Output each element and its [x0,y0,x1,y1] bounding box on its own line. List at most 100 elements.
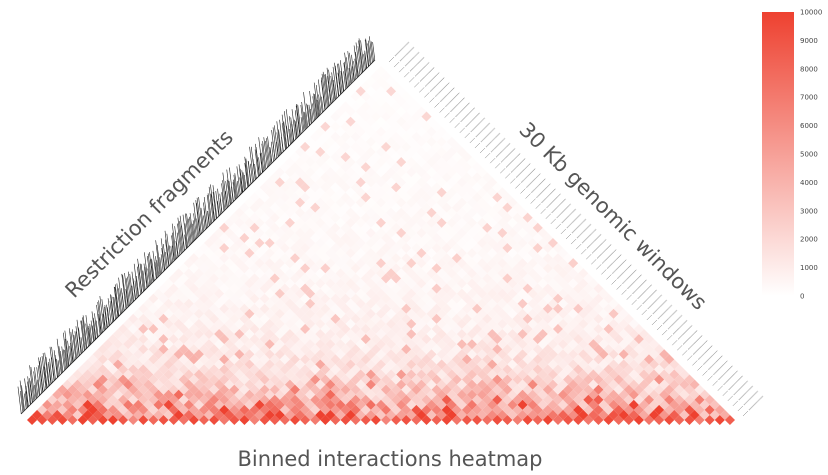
heatmap-cell [401,414,412,426]
heatmap-cell [365,258,376,269]
heatmap-cell [204,359,215,370]
heatmap-cell [315,126,326,137]
fragment-tick [245,158,250,186]
heatmap-cell [365,167,376,178]
heatmap-cell [466,197,478,208]
heatmap-cell [436,369,447,380]
fragment-tick [254,163,257,179]
window-tick-label-mark [556,203,572,219]
heatmap-cell [456,399,467,410]
heatmap-cell [563,384,574,395]
heatmap-cell [310,222,321,233]
heatmap-cell [482,202,493,213]
fragment-tick [238,164,243,193]
window-tick-label-mark [723,370,739,386]
heatmap-cell [279,374,290,385]
heatmap-cell [451,162,462,173]
heatmap-cell [355,86,366,97]
heatmap-cell [426,157,437,168]
heatmap-cell [269,222,280,233]
fragment-tick [334,65,340,97]
heatmap-cell [274,197,285,208]
heatmap-cell [335,248,346,259]
heatmap-cell [335,278,346,289]
heatmap-cell [502,354,513,365]
heatmap-cell [325,379,336,390]
heatmap-cell [289,162,301,173]
heatmap-cell [487,389,498,400]
heatmap-cell [563,283,574,294]
heatmap-cell [234,268,245,279]
heatmap-cell [436,389,447,400]
fragment-tick [372,42,376,61]
heatmap-cell [118,384,129,395]
heatmap-cell [411,162,422,173]
heatmap-cell [532,232,543,243]
fragment-tick [281,114,287,149]
heatmap-cell [563,263,574,274]
window-tick [424,92,430,98]
fragment-tick [37,379,40,396]
heatmap-cell [143,369,154,380]
heatmap-cell [279,414,290,426]
heatmap-cell [487,187,498,198]
heatmap-cell [269,253,280,264]
heatmap-cell [436,268,447,279]
fragment-tick [87,327,91,345]
fragment-tick [19,380,25,412]
heatmap-cell [583,384,594,395]
fragment-tick [40,357,45,391]
heatmap-cell [466,167,478,178]
fragment-tick [107,298,112,324]
heatmap-cell [163,359,174,370]
heatmap-cell [325,237,336,249]
fragment-tick [156,245,161,275]
heatmap-cell [381,121,392,132]
heatmap-cell [446,399,457,410]
heatmap-cell [229,273,240,284]
heatmap-cell [603,303,614,314]
window-tick-label-mark [419,66,435,82]
heatmap-cell [178,394,189,405]
fragment-tick [125,278,130,306]
heatmap-cell [345,177,356,188]
fragment-tick [261,152,265,172]
heatmap-cell [694,404,705,415]
window-tick [429,97,435,103]
window-tick-label-mark [526,173,541,188]
heatmap-cell [92,379,103,390]
heatmap-cell [310,253,321,264]
heatmap-cell [173,278,184,289]
heatmap-cell [173,409,184,420]
fragment-tick [159,257,162,274]
heatmap-cell [345,157,356,168]
heatmap-cell [340,232,351,243]
heatmap-cell [411,273,422,284]
heatmap-cell [204,298,215,309]
fragment-tick [343,61,348,88]
heatmap-cell [401,212,412,223]
heatmap-cell [446,217,457,228]
heatmap-cell [381,202,392,213]
heatmap-cell [487,399,498,410]
heatmap-cell [431,192,442,203]
heatmap-cell [325,409,336,420]
heatmap-cell [381,232,392,243]
heatmap-cell [527,237,538,249]
heatmap-cell [375,177,387,188]
heatmap-cell [249,384,260,395]
window-tick [505,173,511,179]
heatmap-cell [502,334,513,345]
heatmap-cell [163,349,174,360]
heatmap-cell [466,258,478,269]
heatmap-cell [487,369,498,380]
fragment-tick [321,96,324,112]
heatmap-cell [502,293,513,304]
fragment-tick [139,263,144,292]
fragment-tick [234,173,238,198]
window-tick-label-mark [561,208,577,224]
window-tick-label-mark [698,345,713,360]
fragment-tick [29,380,33,403]
heatmap-cell [477,288,488,299]
window-tick-label-mark [718,365,733,380]
